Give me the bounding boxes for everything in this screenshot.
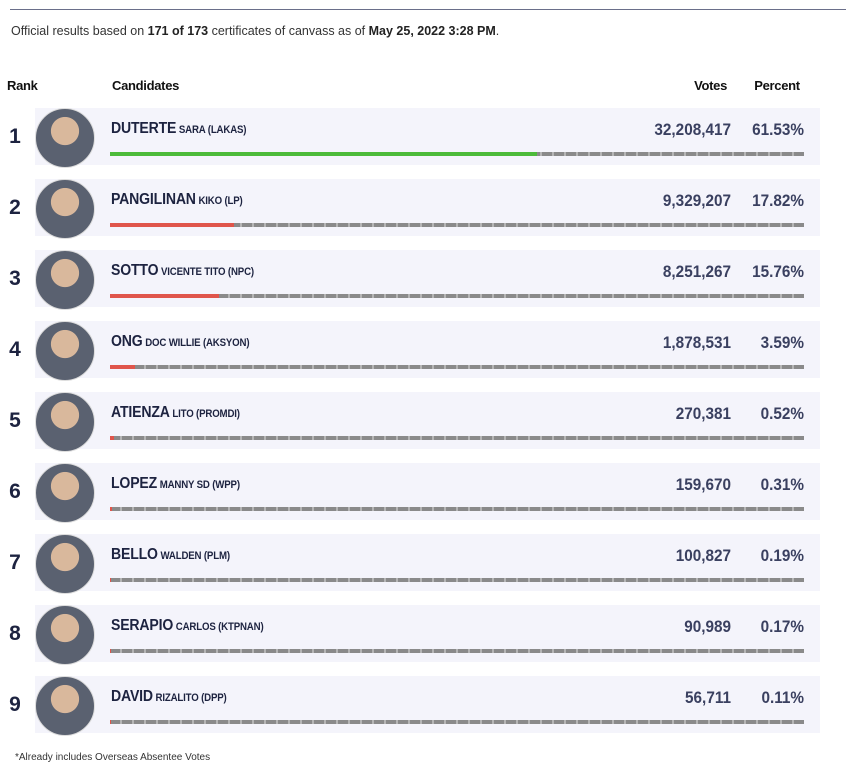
votes: 32,208,417 <box>654 120 731 139</box>
candidate-photo <box>35 392 95 452</box>
note-bold: May 25, 2022 3:28 PM <box>368 24 496 38</box>
candidate-photo <box>35 676 95 736</box>
top-rule <box>10 9 846 10</box>
vote-bar <box>110 507 113 511</box>
status-note: Official results based on 171 of 173 cer… <box>11 24 499 38</box>
vote-bar <box>110 152 538 156</box>
given-name-party: CARLOS (KTPNAN) <box>175 621 264 633</box>
given-name-party: WALDEN (PLM) <box>160 550 230 562</box>
vote-bar <box>110 649 112 653</box>
rank: 9 <box>9 693 21 716</box>
candidate-name: BELLO WALDEN (PLM) <box>111 546 230 564</box>
rank: 8 <box>9 622 21 645</box>
candidate-name: ATIENZA LITO (PROMDI) <box>111 404 240 422</box>
bar-track <box>110 507 804 511</box>
footnote: *Already includes Overseas Absentee Vote… <box>15 752 211 763</box>
candidate-photo <box>35 321 95 381</box>
candidate-name: SERAPIO CARLOS (KTPNAN) <box>111 617 264 635</box>
rank: 3 <box>9 267 21 290</box>
given-name-party: SARA (LAKAS) <box>178 124 247 136</box>
percent: 0.31% <box>760 475 804 494</box>
given-name-party: MANNY SD (WPP) <box>159 479 240 491</box>
surname: BELLO <box>111 546 158 563</box>
candidate-name: DAVID RIZALITO (DPP) <box>111 688 227 706</box>
percent: 0.52% <box>760 404 804 423</box>
bar-track <box>110 578 804 582</box>
percent: 17.82% <box>752 191 804 210</box>
vote-bar <box>110 223 234 227</box>
votes: 1,878,531 <box>662 333 731 352</box>
surname: PANGILINAN <box>111 191 196 208</box>
percent: 0.11% <box>761 688 804 707</box>
votes: 9,329,207 <box>662 191 731 210</box>
surname: LOPEZ <box>111 475 158 492</box>
given-name-party: DOC WILLIE (AKSYON) <box>145 337 250 349</box>
candidate-photo <box>35 463 95 523</box>
vote-bar <box>110 720 111 724</box>
votes: 270,381 <box>675 404 731 423</box>
candidate-name: ONG DOC WILLIE (AKSYON) <box>111 333 250 351</box>
bar-track <box>110 294 804 298</box>
given-name-party: VICENTE TITO (NPC) <box>161 266 254 278</box>
surname: DAVID <box>111 688 153 705</box>
candidate-photo <box>35 250 95 310</box>
bar-track <box>110 223 804 227</box>
percent: 0.19% <box>760 546 804 565</box>
surname: SOTTO <box>111 262 159 279</box>
candidate-name: LOPEZ MANNY SD (WPP) <box>111 475 240 493</box>
candidate-photo <box>35 605 95 665</box>
rank: 1 <box>9 125 21 148</box>
percent: 61.53% <box>752 120 804 139</box>
note-text: Official results based on <box>11 24 148 38</box>
candidate-name: PANGILINAN KIKO (LP) <box>111 191 243 209</box>
vote-bar <box>110 294 220 298</box>
candidate-name: DUTERTE SARA (LAKAS) <box>111 120 247 138</box>
rank: 2 <box>9 196 21 219</box>
surname: ONG <box>111 333 143 350</box>
vote-bar <box>110 578 112 582</box>
given-name-party: RIZALITO (DPP) <box>155 692 227 704</box>
candidate-photo <box>35 108 95 168</box>
candidate-name: SOTTO VICENTE TITO (NPC) <box>111 262 254 280</box>
column-header: Percent <box>754 78 800 93</box>
column-header: Rank <box>7 78 38 93</box>
rank: 6 <box>9 480 21 503</box>
rank: 5 <box>9 409 21 432</box>
vote-bar <box>110 436 114 440</box>
bar-track <box>110 365 804 369</box>
bar-track <box>110 649 804 653</box>
percent: 0.17% <box>760 617 804 636</box>
surname: ATIENZA <box>111 404 170 421</box>
column-header: Candidates <box>112 78 180 93</box>
surname: DUTERTE <box>111 120 177 137</box>
votes: 56,711 <box>685 688 731 707</box>
rank: 4 <box>9 338 21 361</box>
vote-bar <box>110 365 135 369</box>
rank: 7 <box>9 551 21 574</box>
candidate-photo <box>35 179 95 239</box>
bar-track <box>110 720 804 724</box>
votes: 159,670 <box>675 475 731 494</box>
votes: 90,989 <box>684 617 731 636</box>
votes: 100,827 <box>675 546 731 565</box>
candidate-photo <box>35 534 95 594</box>
note-text: certificates of canvass as of <box>208 24 369 38</box>
column-header: Votes <box>694 78 727 93</box>
bar-track <box>110 436 804 440</box>
note-text: . <box>495 24 500 38</box>
votes: 8,251,267 <box>662 262 731 281</box>
surname: SERAPIO <box>111 617 174 634</box>
percent: 3.59% <box>760 333 804 352</box>
given-name-party: LITO (PROMDI) <box>172 408 240 420</box>
percent: 15.76% <box>752 262 804 281</box>
note-bold: 171 of 173 <box>147 24 209 38</box>
given-name-party: KIKO (LP) <box>198 195 243 207</box>
